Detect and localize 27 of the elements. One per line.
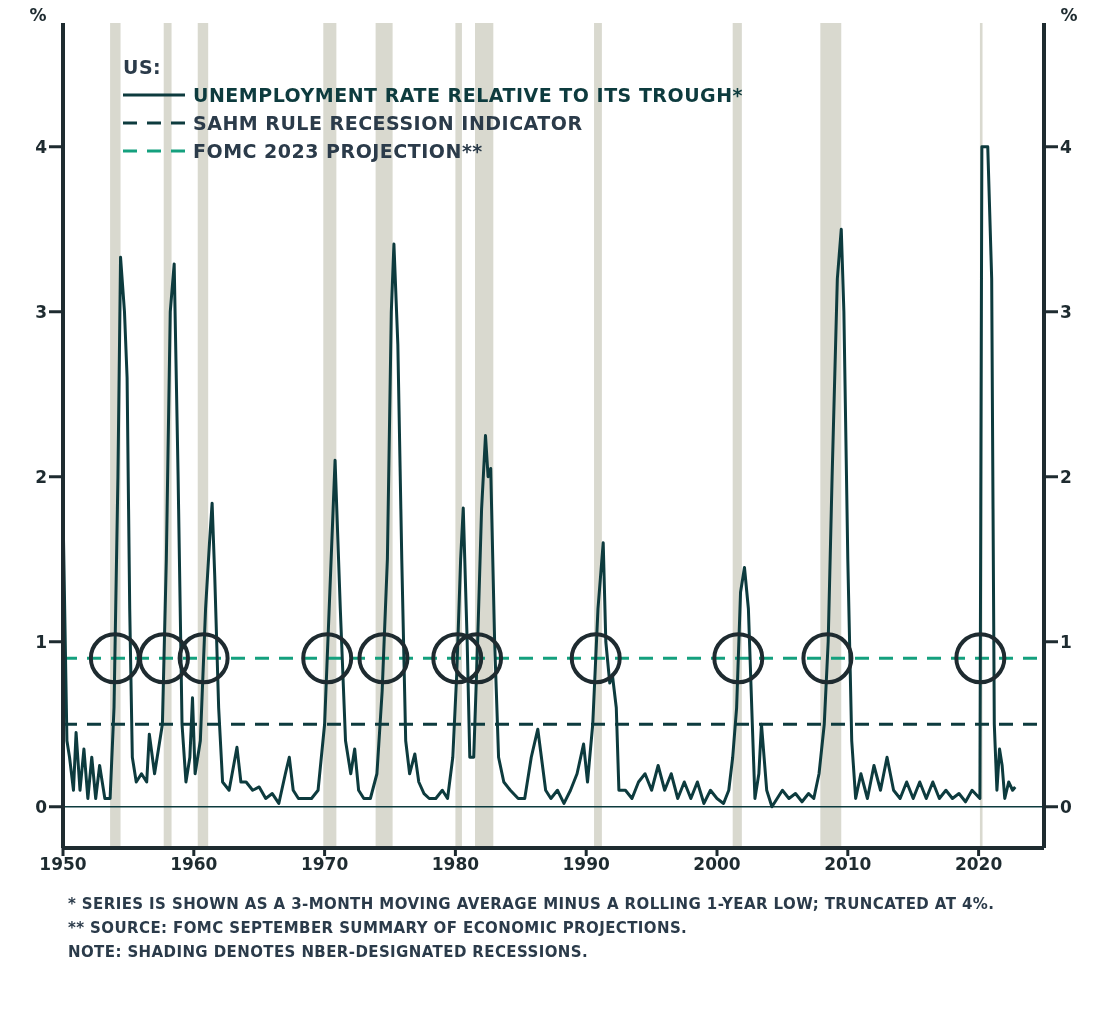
x-tick-label: 2020 bbox=[954, 854, 1003, 875]
y2-tick-label: 1 bbox=[1060, 631, 1072, 652]
y2-tick-label: 4 bbox=[1060, 136, 1072, 157]
y2-tick-label: 0 bbox=[1060, 796, 1072, 817]
x-tick-label: 1950 bbox=[39, 854, 87, 875]
text: NOTE: SHADING DENOTES NBER-DESIGNATED RECESSIONS. bbox=[68, 942, 590, 963]
y-axis-title: % bbox=[29, 5, 47, 25]
y2-axis-title: % bbox=[1060, 5, 1078, 25]
x-tick-label: 1960 bbox=[170, 854, 218, 875]
legend-label: FOMC 2023 PROJECTION** bbox=[193, 139, 483, 164]
y-tick-label: 0 bbox=[35, 796, 48, 817]
legend-label: SAHM RULE RECESSION INDICATOR bbox=[193, 111, 583, 136]
x-tick-label: 1970 bbox=[300, 854, 349, 875]
legend-label: UNEMPLOYMENT RATE RELATIVE TO ITS TROUGH* bbox=[193, 83, 744, 108]
y-tick-label: 1 bbox=[35, 631, 47, 652]
x-tick-label: 2010 bbox=[824, 854, 872, 875]
x-tick-label: 1990 bbox=[562, 854, 611, 875]
y-tick-label: 3 bbox=[35, 301, 47, 322]
y-tick-label: 2 bbox=[35, 466, 47, 487]
text: US: bbox=[123, 55, 163, 80]
y-tick-label: 4 bbox=[35, 136, 48, 157]
y2-tick-label: 3 bbox=[1060, 301, 1072, 322]
text: ** SOURCE: FOMC SEPTEMBER SUMMARY OF ECONOMIC PROJECTIONS. bbox=[68, 918, 689, 939]
x-tick-label: 2000 bbox=[693, 854, 741, 875]
text: * SERIES IS SHOWN AS A 3-MONTH MOVING AVERAGE MINUS A ROLLING 1-YEAR LOW; TRUNCATED AT 4%. bbox=[68, 894, 996, 915]
y2-tick-label: 2 bbox=[1060, 466, 1072, 487]
x-tick-label: 1980 bbox=[431, 854, 480, 875]
